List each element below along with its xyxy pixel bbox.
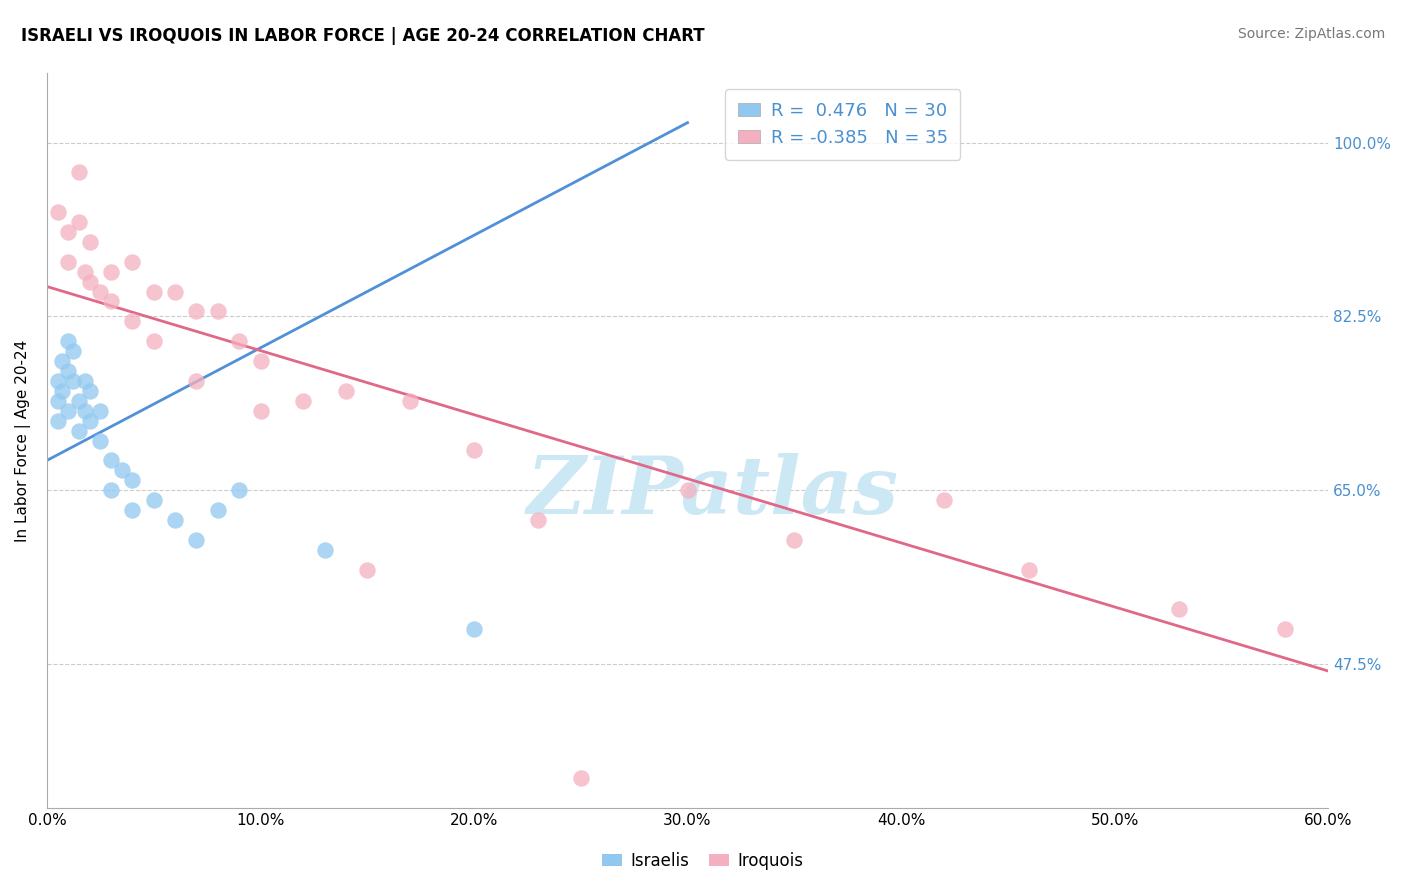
Point bbox=[186, 304, 208, 318]
Point bbox=[89, 403, 111, 417]
Point bbox=[79, 235, 101, 249]
Point bbox=[79, 384, 101, 398]
Point bbox=[58, 364, 80, 378]
Point bbox=[335, 384, 357, 398]
Point bbox=[58, 254, 80, 268]
Point bbox=[142, 493, 165, 508]
Point bbox=[79, 275, 101, 289]
Point bbox=[79, 414, 101, 428]
Point bbox=[207, 304, 229, 318]
Point bbox=[89, 285, 111, 299]
Point bbox=[89, 434, 111, 448]
Point bbox=[249, 403, 271, 417]
Point bbox=[463, 443, 485, 458]
Point bbox=[51, 354, 73, 368]
Text: ZIPatlas: ZIPatlas bbox=[527, 453, 900, 531]
Point bbox=[399, 393, 422, 408]
Point bbox=[142, 334, 165, 349]
Point bbox=[100, 265, 122, 279]
Point bbox=[46, 205, 69, 219]
Point bbox=[67, 393, 90, 408]
Point bbox=[142, 285, 165, 299]
Point bbox=[569, 772, 592, 786]
Point bbox=[207, 503, 229, 517]
Text: Source: ZipAtlas.com: Source: ZipAtlas.com bbox=[1237, 27, 1385, 41]
Point bbox=[46, 393, 69, 408]
Point bbox=[314, 542, 336, 557]
Point bbox=[356, 563, 378, 577]
Point bbox=[121, 314, 143, 328]
Point bbox=[292, 393, 315, 408]
Point bbox=[121, 473, 143, 487]
Point bbox=[58, 225, 80, 239]
Point bbox=[228, 334, 250, 349]
Legend: Israelis, Iroquois: Israelis, Iroquois bbox=[596, 846, 810, 877]
Point bbox=[75, 265, 97, 279]
Point bbox=[186, 533, 208, 547]
Point bbox=[58, 403, 80, 417]
Point bbox=[100, 483, 122, 498]
Point bbox=[46, 414, 69, 428]
Point bbox=[228, 483, 250, 498]
Point bbox=[75, 403, 97, 417]
Point bbox=[67, 215, 90, 229]
Point bbox=[46, 374, 69, 388]
Point bbox=[67, 424, 90, 438]
Point bbox=[186, 374, 208, 388]
Point bbox=[932, 493, 955, 508]
Point bbox=[1167, 602, 1189, 616]
Point bbox=[527, 513, 550, 527]
Point bbox=[58, 334, 80, 349]
Point bbox=[463, 622, 485, 636]
Point bbox=[100, 294, 122, 309]
Legend: R =  0.476   N = 30, R = -0.385   N = 35: R = 0.476 N = 30, R = -0.385 N = 35 bbox=[725, 89, 960, 160]
Point bbox=[1274, 622, 1296, 636]
Point bbox=[783, 533, 806, 547]
Point bbox=[121, 254, 143, 268]
Y-axis label: In Labor Force | Age 20-24: In Labor Force | Age 20-24 bbox=[15, 339, 31, 541]
Point bbox=[676, 483, 699, 498]
Point bbox=[165, 513, 187, 527]
Text: ISRAELI VS IROQUOIS IN LABOR FORCE | AGE 20-24 CORRELATION CHART: ISRAELI VS IROQUOIS IN LABOR FORCE | AGE… bbox=[21, 27, 704, 45]
Point bbox=[67, 165, 90, 179]
Point bbox=[51, 384, 73, 398]
Point bbox=[1018, 563, 1040, 577]
Point bbox=[249, 354, 271, 368]
Point bbox=[165, 285, 187, 299]
Point bbox=[75, 374, 97, 388]
Point bbox=[111, 463, 134, 477]
Point bbox=[62, 374, 84, 388]
Point bbox=[62, 344, 84, 359]
Point bbox=[121, 503, 143, 517]
Point bbox=[100, 453, 122, 467]
